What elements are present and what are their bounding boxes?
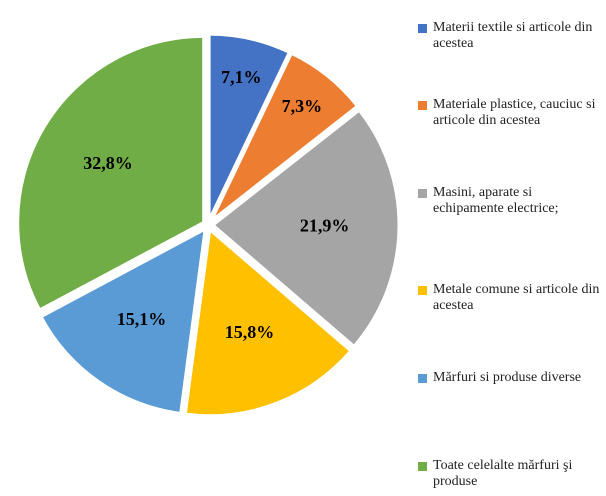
legend-swatch bbox=[418, 462, 427, 471]
legend-item: Metale comune si articole din acestea bbox=[418, 282, 604, 314]
legend-swatch bbox=[418, 286, 427, 295]
pie-slice bbox=[16, 34, 206, 313]
legend-item: Materiale plastice, cauciuc si articole … bbox=[418, 97, 604, 129]
legend-item: Masini, aparate si echipamente electrice… bbox=[418, 185, 604, 217]
pie-slice bbox=[183, 226, 353, 418]
pie-slice bbox=[209, 51, 360, 223]
legend-label: Toate celelalte mărfuri şi produse bbox=[433, 458, 573, 489]
data-label: 15,1% bbox=[117, 309, 167, 329]
pie-slice bbox=[210, 108, 401, 349]
data-label: 21,9% bbox=[300, 216, 350, 236]
legend-swatch bbox=[418, 189, 427, 198]
legend-swatch bbox=[418, 374, 427, 383]
legend-label: Materiale plastice, cauciuc si articole … bbox=[433, 97, 596, 128]
data-label: 7,3% bbox=[282, 96, 323, 116]
legend-label: Mărfuri si produse diverse bbox=[433, 370, 582, 385]
data-label: 15,8% bbox=[225, 322, 275, 342]
legend-item: Materii textile si articole din acestea bbox=[418, 20, 604, 52]
pie-slice bbox=[207, 32, 292, 221]
data-label: 7,1% bbox=[221, 67, 262, 87]
legend-swatch bbox=[418, 24, 427, 33]
legend-label: Materii textile si articole din acestea bbox=[433, 20, 593, 51]
pie-area: 7,1% 7,3% 21,9% 15,8% 15,1% 32,8% bbox=[16, 32, 401, 418]
legend-item: Toate celelalte mărfuri şi produse bbox=[418, 458, 604, 490]
data-label: 32,8% bbox=[83, 153, 133, 173]
pie-slice bbox=[39, 226, 208, 416]
legend-label: Masini, aparate si echipamente electrice… bbox=[433, 185, 559, 216]
legend-item: Mărfuri si produse diverse bbox=[418, 370, 604, 386]
legend-label: Metale comune si articole din acestea bbox=[433, 282, 600, 313]
legend-swatch bbox=[418, 101, 427, 110]
